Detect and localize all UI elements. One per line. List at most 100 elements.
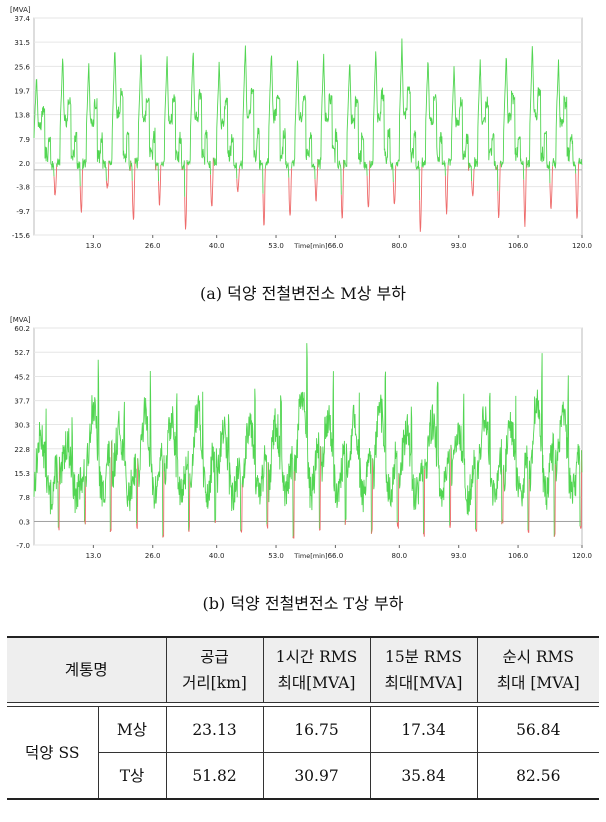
series-line-negative [366, 160, 371, 208]
series-line-positive [241, 388, 268, 525]
y-tick-label: 60.2 [14, 325, 30, 333]
header-rms-15m: 15분 RMS 최대[MVA] [369, 637, 477, 703]
series-line-positive [291, 60, 316, 180]
series-line-positive [320, 371, 346, 525]
series-line-positive [554, 375, 581, 527]
load-summary-table: 계통명 공급 거리[km] 1시간 RMS 최대[MVA] 15분 RMS 최대[MV… [7, 636, 599, 800]
y-tick-label: 45.2 [14, 373, 30, 381]
series-line-positive [163, 393, 190, 531]
series-line-positive [108, 52, 131, 171]
series-line-negative [158, 164, 162, 206]
series-line-negative [236, 167, 240, 193]
series-line-negative [318, 446, 321, 531]
series-line-negative [240, 484, 243, 533]
series-line-positive [186, 52, 211, 175]
series-line-positive [212, 61, 238, 179]
series-line-negative [262, 168, 266, 226]
rms-15m-cell: 35.84 [369, 752, 477, 799]
series-line-positive [182, 160, 186, 197]
x-tick-label: 13.0 [86, 552, 102, 560]
series-line-positive [267, 395, 294, 539]
series-line-negative [549, 166, 554, 209]
series-line-positive [82, 63, 107, 181]
y-tick-label: 25.6 [14, 63, 30, 71]
y-tick-label: 13.8 [14, 112, 30, 120]
y-tick-label: 19.7 [14, 87, 30, 95]
y-tick-label: 22.8 [14, 446, 30, 454]
series-line-negative [444, 165, 449, 215]
station-name-cell: 덕양 SS [7, 706, 98, 799]
series-line-positive [189, 391, 216, 524]
chart-t-phase: 60.2 52.7 45.2 37.7 30.3 22.8 15.3 7.8 0.3 -7.0 13… [0, 310, 606, 576]
series-line-negative [340, 159, 345, 219]
series-line-negative [497, 163, 501, 219]
series-line-negative [392, 165, 397, 205]
y-tick-label: 37.4 [14, 15, 30, 23]
x-tick-label: 53.0 [268, 552, 284, 560]
y-tick-label: 2.0 [19, 160, 30, 168]
distance-cell: 23.13 [165, 706, 263, 753]
x-axis-label: Time[min] [293, 552, 327, 560]
series-line-negative [136, 458, 139, 529]
series-line-negative [79, 169, 83, 213]
series-line-positive [155, 162, 159, 182]
rms-inst-cell: 56.84 [476, 706, 599, 753]
header-rms-1h: 1시간 RMS 최대[MVA] [262, 637, 370, 703]
x-axis-label: Time[min] [293, 242, 327, 250]
x-tick-label: 120.0 [572, 242, 592, 250]
x-tick-label: 93.0 [451, 552, 467, 560]
series-line-negative [184, 160, 188, 230]
x-tick-label: 80.0 [392, 552, 408, 560]
series-line-positive [476, 392, 503, 525]
series-line-positive [395, 38, 421, 201]
x-tick-label: 13.0 [86, 242, 102, 250]
series-line-positive [58, 417, 85, 523]
series-line-positive [239, 45, 264, 194]
y-tick-label: 52.7 [14, 349, 30, 357]
series-line-positive [215, 414, 242, 532]
series-line-negative [575, 163, 579, 219]
series-line-positive [421, 62, 446, 176]
header-distance: 공급 거리[km] [165, 637, 263, 703]
series-line-positive [528, 353, 555, 537]
series-line-positive [496, 164, 499, 192]
series-line-positive [111, 401, 138, 524]
rms-15m-cell: 17.34 [369, 706, 477, 753]
rms-1h-cell: 16.75 [262, 706, 370, 753]
series-line-negative [527, 479, 530, 533]
y-axis-label: [MVA] [10, 6, 31, 14]
y-axis-label: [MVA] [10, 316, 31, 324]
table-header-row: 계통명 공급 거리[km] 1시간 RMS 최대[MVA] 15분 RMS 최대[MV… [7, 637, 599, 703]
chart-m-phase-plot: 37.4 31.5 25.6 19.7 13.8 7.9 2.0 -3.8 -9.7 -15.6 1… [10, 6, 592, 250]
series-line-negative [266, 462, 269, 529]
x-tick-label: 66.0 [328, 242, 344, 250]
series-line-positive [552, 59, 577, 174]
y-tick-label: 31.5 [14, 39, 30, 47]
series-line-negative [162, 455, 165, 538]
series-line-positive [578, 157, 583, 166]
chart-t-phase-plot: 60.2 52.7 45.2 37.7 30.3 22.8 15.3 7.8 0.3 -7.0 13… [10, 316, 592, 560]
x-tick-label: 26.0 [145, 242, 161, 250]
series-line-negative [419, 166, 423, 232]
y-tick-label: -9.7 [16, 208, 30, 216]
series-line-negative [53, 163, 58, 196]
series-line-negative [58, 456, 60, 531]
series-line-negative [579, 450, 583, 529]
rms-inst-cell: 82.56 [476, 752, 599, 799]
header-rms-inst: 순시 RMS 최대 [MVA] [476, 637, 599, 703]
series-line-positive [499, 57, 525, 180]
series-line-negative [523, 157, 527, 227]
series-line-positive [33, 408, 59, 528]
series-line-positive [56, 58, 81, 187]
x-tick-label: 80.0 [392, 242, 408, 250]
series-line-positive [450, 393, 476, 530]
series-line-positive [345, 392, 372, 534]
series-line-negative [288, 168, 293, 216]
x-tick-label: 53.0 [268, 242, 284, 250]
y-tick-label: 7.8 [19, 494, 30, 502]
y-tick-label: 7.9 [19, 136, 30, 144]
table-row: 덕양 SS M상 23.13 16.75 17.34 56.84 [7, 706, 599, 799]
series-line-positive [317, 53, 342, 195]
y-tick-label: 15.3 [14, 470, 30, 478]
distance-cell: 51.82 [165, 752, 263, 799]
